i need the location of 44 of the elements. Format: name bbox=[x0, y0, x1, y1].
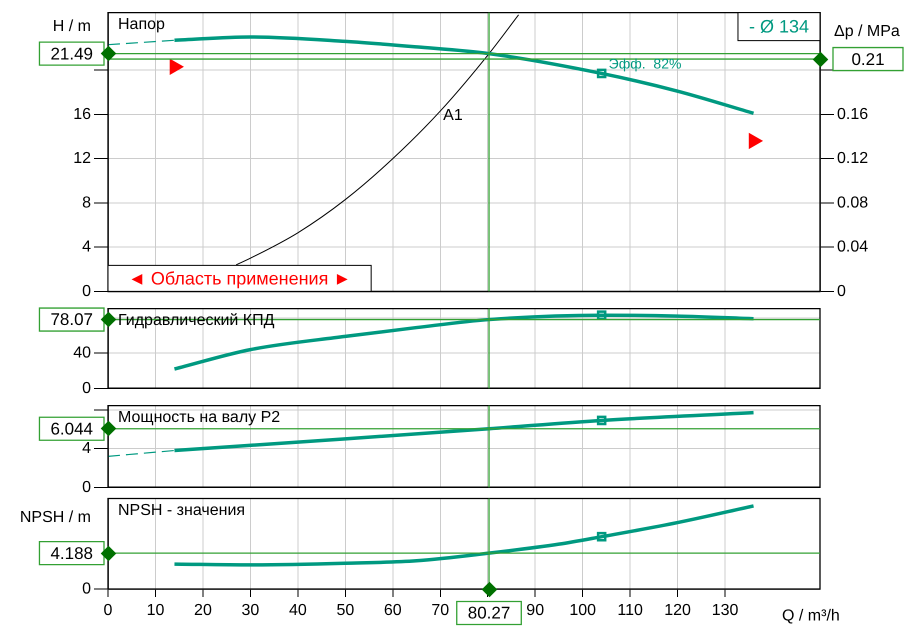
ref-line-label: 80.27 bbox=[468, 604, 510, 623]
annotation: Эфф. 82% bbox=[608, 55, 682, 72]
chart-title: Мощность на валу P2 bbox=[118, 409, 280, 426]
x-tick-label: 30 bbox=[242, 602, 260, 620]
x-axis-title: Q / m³/h bbox=[782, 607, 840, 624]
y-tick-label: 16 bbox=[73, 106, 92, 123]
text: 4.188 bbox=[50, 544, 94, 563]
y-tick-label: 0 bbox=[82, 380, 92, 397]
x-tick-label: 40 bbox=[288, 602, 307, 620]
ref-line-label: 6.044 bbox=[50, 419, 94, 438]
chart-title: Напор bbox=[118, 16, 166, 34]
y-tick-label: 40 bbox=[73, 344, 92, 362]
y2-axis-title: Δp / MPa bbox=[834, 23, 900, 40]
x-tick-label: 50 bbox=[336, 602, 354, 620]
y-tick-label: 12 bbox=[73, 150, 92, 168]
y-axis-title: H / m bbox=[52, 18, 91, 36]
y2-tick-label: 0.12 bbox=[837, 150, 868, 168]
ref-line-label: 0.21 bbox=[851, 50, 885, 69]
x-tick-label: 60 bbox=[384, 602, 402, 620]
x-tick-label: 0 bbox=[104, 602, 113, 620]
x-tick-label: 100 bbox=[569, 602, 596, 620]
x-tick-label: 20 bbox=[194, 602, 212, 620]
annotation: A1 bbox=[443, 106, 463, 124]
y-tick-label: 0 bbox=[82, 282, 92, 300]
ref-line-label: 78.07 bbox=[50, 310, 94, 330]
ref-line-label: 21.49 bbox=[50, 44, 94, 64]
y2-tick-label: 0 bbox=[837, 282, 846, 300]
x-tick-label: 120 bbox=[664, 602, 692, 620]
x-tick-label: 10 bbox=[146, 602, 164, 620]
x-tick-label: 130 bbox=[712, 602, 739, 620]
x-tick-label: 70 bbox=[431, 602, 450, 620]
y-tick-label: 8 bbox=[82, 194, 92, 212]
x-tick-label: 90 bbox=[526, 602, 544, 620]
annotation: ◄ Область применения ► bbox=[128, 268, 352, 288]
y-tick-label: 4 bbox=[82, 440, 92, 457]
y-axis-title: NPSH / m bbox=[20, 508, 91, 526]
y-tick-label: 0 bbox=[82, 478, 92, 496]
y2-tick-label: 0.04 bbox=[837, 238, 868, 256]
annotation: - Ø 134 bbox=[748, 16, 809, 37]
chart-title: NPSH - значения bbox=[118, 502, 246, 519]
y2-tick-label: 0.08 bbox=[837, 194, 868, 212]
x-tick-label: 110 bbox=[617, 602, 643, 620]
y-tick-label: 4 bbox=[82, 238, 92, 256]
y2-tick-label: 0.16 bbox=[837, 106, 868, 123]
